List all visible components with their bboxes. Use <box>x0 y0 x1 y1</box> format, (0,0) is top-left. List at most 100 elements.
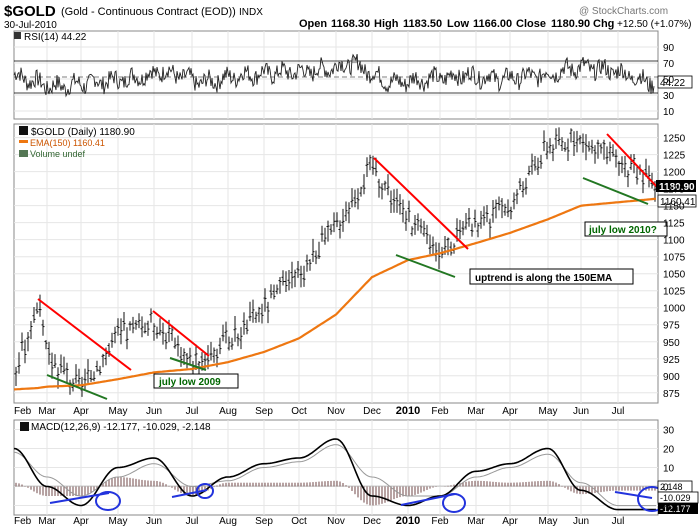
x-tick-label: Aug <box>219 406 237 417</box>
x-tick-label: Jun <box>146 406 162 417</box>
rsi-line <box>13 53 655 98</box>
ema-legend: EMA(150) 1160.41 <box>30 138 105 148</box>
price-tick-label: 1000 <box>663 304 686 315</box>
ema-value-box: 1160.41 <box>657 194 697 208</box>
macd-axis: 30 20 10 0 -10 <box>663 426 678 513</box>
exchange: INDX <box>239 7 263 18</box>
macd-value-box: -12.177 <box>658 503 698 514</box>
high-label: High <box>374 18 399 30</box>
macd-label: MACD(12,26,9) -12.177, -10.029, -2.148 <box>31 422 211 433</box>
x-tick-label: Apr <box>502 406 518 417</box>
x-tick-label: Nov <box>327 406 345 417</box>
rsi-tick-label: 70 <box>663 59 675 70</box>
price-tick-label: 1175 <box>663 185 685 196</box>
close-label: Close <box>516 18 546 30</box>
open-label: Open <box>299 18 327 30</box>
x-tick-label: Apr <box>73 516 89 527</box>
price-tick-label: 950 <box>663 338 680 349</box>
macd-tick-label: -10 <box>663 502 678 513</box>
price-panel: $GOLD (Daily) 1180.90 EMA(150) 1160.41 V… <box>13 123 697 404</box>
macd-circle-2 <box>196 483 214 499</box>
annotation-uptrend-text: uptrend is along the 150EMA <box>475 273 612 284</box>
x-tick-label: Aug <box>219 516 237 527</box>
change-label: Chg <box>593 18 614 30</box>
chart-header: $GOLD (Gold - Continuous Contract (EOD))… <box>4 3 692 31</box>
x-tick-label: 2010 <box>396 405 420 417</box>
annotation-july-low-2009: july low 2009 <box>153 373 239 389</box>
x-tick-label: Sep <box>255 406 273 417</box>
x-tick-label: Apr <box>502 516 518 527</box>
x-tick-label: Oct <box>291 406 307 417</box>
watermark-credit: @ StockCharts.com <box>579 6 668 17</box>
close-value-label: 1180.90 <box>659 182 695 193</box>
price-tick-label: 1225 <box>663 151 686 162</box>
annotation-july-low-2010-text: july low 2010? <box>588 225 657 236</box>
macd-panel: MACD(12,26,9) -12.177, -10.029, -2.148 2… <box>13 419 699 516</box>
x-tick-label: Dec <box>363 406 381 417</box>
x-tick-label: Apr <box>73 406 89 417</box>
x-tick-label: May <box>109 406 128 417</box>
instrument-name: (Gold - Continuous Contract (EOD)) <box>61 6 236 18</box>
support-line-3 <box>395 254 456 278</box>
quote-date: 30-Jul-2010 <box>4 20 57 31</box>
macd-signal-value: -10.029 <box>660 493 691 503</box>
x-tick-label: Feb <box>14 516 32 527</box>
macd-trend-line-2 <box>171 489 208 498</box>
price-tick-label: 900 <box>663 372 680 383</box>
open-value: 1168.30 <box>331 18 370 30</box>
x-tick-label: Mar <box>38 406 56 417</box>
rsi-label: RSI(14) 44.22 <box>24 32 87 43</box>
macd-tick-label: 0 <box>663 483 669 494</box>
x-axis: Feb Mar Apr May Jun Jul Aug Sep Oct Nov Dec 2010 Feb… <box>14 405 624 417</box>
x-tick-label: May <box>109 516 128 527</box>
rsi-tick-label: 30 <box>663 91 675 102</box>
volume-legend: Volume undef <box>30 149 86 159</box>
price-tick-label: 1050 <box>663 270 686 281</box>
ema-legend-swatch <box>19 140 28 143</box>
x-tick-label: Jun <box>573 516 589 527</box>
x-tick-label: Nov <box>327 516 345 527</box>
x-tick-label: Jul <box>612 406 625 417</box>
rsi-tick-label: 50 <box>663 75 675 86</box>
x-tick-label: Sep <box>255 516 273 527</box>
low-label: Low <box>447 18 469 30</box>
x-axis-bottom: Feb Mar Apr May Jun Jul Aug Sep Oct Nov Dec 2010 Feb… <box>14 515 624 527</box>
macd-signal-line <box>13 444 656 507</box>
price-tick-label: 1200 <box>663 168 686 179</box>
price-tick-label: 1075 <box>663 253 686 264</box>
x-tick-label: May <box>539 406 558 417</box>
macd-line <box>13 438 656 511</box>
annotation-uptrend: uptrend is along the 150EMA <box>469 268 634 285</box>
downtrend-line-4 <box>606 133 659 189</box>
close-value: 1180.90 <box>551 18 590 30</box>
rsi-tick-label: 90 <box>663 43 675 54</box>
price-tick-label: 875 <box>663 389 680 400</box>
support-line-2 <box>169 357 207 371</box>
macd-current-value: -12.177 <box>660 504 691 514</box>
price-tick-label: 1025 <box>663 287 686 298</box>
annotation-july-low-2010: july low 2010? <box>584 221 668 237</box>
x-tick-label: Jul <box>186 516 199 527</box>
macd-tick-label: 10 <box>663 464 675 475</box>
rsi-axis: 90 70 50 30 10 <box>663 43 675 118</box>
x-tick-label: Oct <box>291 516 307 527</box>
macd-tick-label: 30 <box>663 426 675 437</box>
support-line-1 <box>46 374 108 400</box>
price-tick-label: 1100 <box>663 236 685 247</box>
symbol: $GOLD <box>4 3 56 20</box>
macd-trend-line-4 <box>614 491 653 499</box>
ema-150-line <box>13 197 657 391</box>
volume-legend-swatch <box>19 150 28 157</box>
downtrend-line-2 <box>152 310 210 357</box>
rsi-current-box: 44.22 <box>657 75 693 89</box>
price-tick-label: 925 <box>663 355 680 366</box>
x-tick-label: Feb <box>431 406 449 417</box>
x-tick-label: Feb <box>14 406 32 417</box>
x-tick-label: Mar <box>467 516 485 527</box>
downtrend-lines <box>37 133 659 371</box>
x-tick-label: Feb <box>431 516 449 527</box>
x-tick-label: Dec <box>363 516 381 527</box>
price-bars <box>14 127 657 397</box>
price-tick-label: 1250 <box>663 134 686 145</box>
